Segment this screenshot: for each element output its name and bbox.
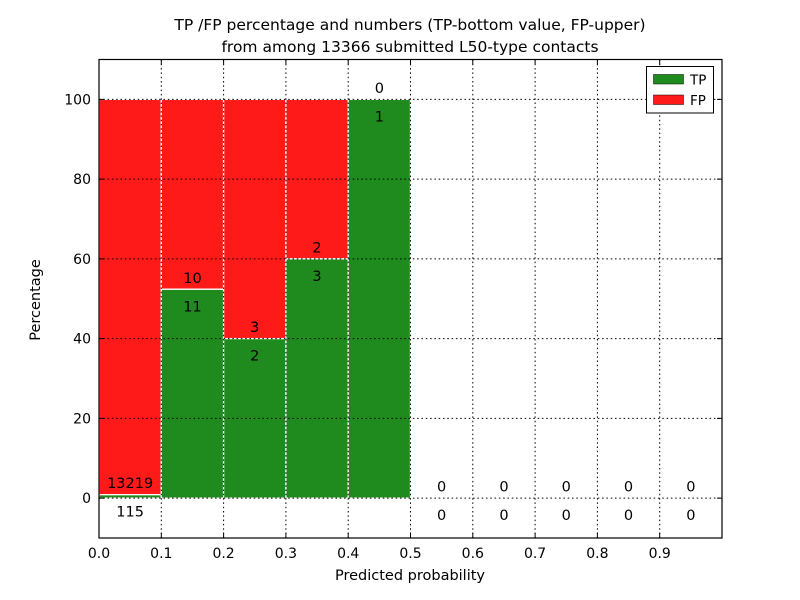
fp-count-label-7: 0 bbox=[562, 480, 571, 496]
tp-count-label-0: 115 bbox=[116, 505, 144, 521]
legend-label-fp: FP bbox=[690, 93, 706, 109]
fp-count-label-6: 0 bbox=[499, 480, 508, 496]
ytick-label-40: 40 bbox=[73, 332, 91, 348]
ytick-label-20: 20 bbox=[73, 411, 91, 427]
tick-labels-layer: 0.0 0.1 0.2 0.3 0.4 0.5 0.6 0.7 0.8 0.90204060801… bbox=[64, 92, 671, 562]
tp-count-label-3: 3 bbox=[312, 269, 321, 285]
xtick-label-0.5: 0.5 bbox=[399, 546, 421, 562]
fp-bar-2 bbox=[222, 98, 287, 340]
xtick-label-0.9: 0.9 bbox=[649, 546, 671, 562]
tp-bar-4 bbox=[347, 98, 412, 499]
xtick-label-0.2: 0.2 bbox=[212, 546, 234, 562]
tp-count-label-1: 11 bbox=[183, 299, 201, 315]
ytick-label-100: 100 bbox=[64, 92, 91, 108]
tp-count-label-8: 0 bbox=[624, 508, 633, 524]
tp-count-label-6: 0 bbox=[499, 508, 508, 524]
tp-count-label-2: 2 bbox=[250, 349, 259, 365]
legend-label-tp: TP bbox=[689, 73, 706, 89]
fp-count-label-0: 13219 bbox=[107, 476, 153, 492]
fp-count-label-9: 0 bbox=[686, 480, 695, 496]
tp-bar-0 bbox=[98, 494, 162, 499]
plot-frame bbox=[98, 58, 723, 539]
axis-ticks-layer bbox=[98, 59, 722, 538]
bars-layer bbox=[98, 98, 412, 499]
fp-bar-1 bbox=[160, 98, 225, 290]
x-axis-label: Predicted probability bbox=[335, 568, 485, 584]
legend-swatch-fp bbox=[653, 94, 684, 105]
legend-swatch-tp bbox=[653, 74, 684, 85]
ytick-label-80: 80 bbox=[73, 172, 91, 188]
fp-bar-0 bbox=[98, 98, 162, 496]
y-axis-label: Percentage bbox=[28, 259, 44, 341]
tp-count-label-5: 0 bbox=[437, 508, 446, 524]
xtick-label-0.7: 0.7 bbox=[524, 546, 546, 562]
xtick-label-0.8: 0.8 bbox=[586, 546, 608, 562]
chart-title-line2: from among 13366 submitted L50-type cont… bbox=[221, 38, 598, 56]
ytick-label-0: 0 bbox=[82, 491, 91, 507]
ytick-label-60: 60 bbox=[73, 252, 91, 268]
chart-title-line1: TP /FP percentage and numbers (TP-bottom… bbox=[173, 16, 645, 34]
xtick-label-0.0: 0.0 bbox=[88, 546, 110, 562]
fp-bar-3 bbox=[285, 98, 349, 260]
tp-bar-1 bbox=[160, 288, 225, 499]
tp-count-label-9: 0 bbox=[686, 508, 695, 524]
fp-count-label-8: 0 bbox=[624, 480, 633, 496]
xtick-label-0.6: 0.6 bbox=[462, 546, 484, 562]
gridlines-layer bbox=[99, 59, 722, 538]
tp-bar-3 bbox=[285, 258, 349, 499]
xtick-label-0.1: 0.1 bbox=[150, 546, 172, 562]
tp-count-label-4: 1 bbox=[375, 109, 384, 125]
fp-count-label-1: 10 bbox=[183, 271, 201, 287]
fp-count-label-2: 3 bbox=[250, 320, 259, 336]
fp-count-label-4: 0 bbox=[375, 81, 384, 97]
xtick-label-0.4: 0.4 bbox=[337, 546, 359, 562]
fp-count-label-3: 2 bbox=[312, 240, 321, 256]
xtick-label-0.3: 0.3 bbox=[275, 546, 297, 562]
fp-count-label-5: 0 bbox=[437, 480, 446, 496]
legend: TP FP bbox=[646, 66, 714, 114]
tp-count-label-7: 0 bbox=[562, 508, 571, 524]
